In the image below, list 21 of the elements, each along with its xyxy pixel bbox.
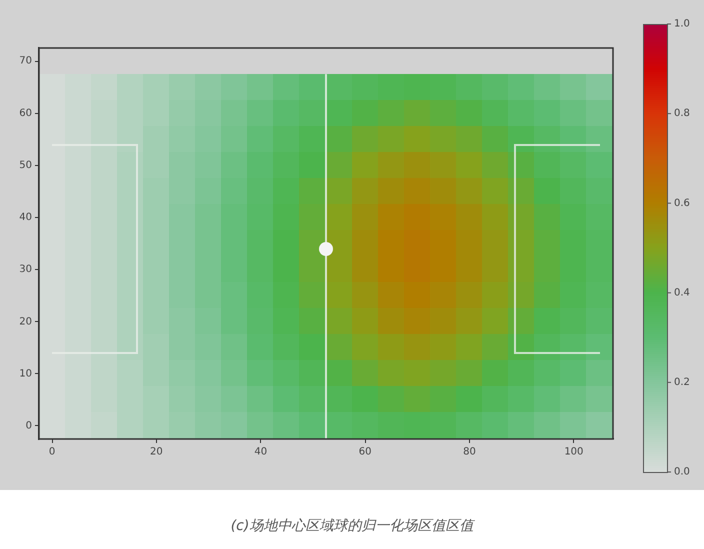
x-tick-label: 100 [564, 446, 584, 458]
x-tick-label: 80 [463, 446, 476, 458]
x-tick-label: 0 [48, 446, 56, 458]
color-bar-label: 0.8 [674, 108, 690, 120]
y-tick-label: 30 [19, 264, 32, 276]
text: (c)场地中心区域球的归一化场区值区值 [230, 517, 476, 536]
x-tick-label: 60 [358, 446, 372, 458]
y-tick-label: 70 [19, 56, 32, 67]
y-tick-label: 20 [19, 316, 32, 328]
y-tick-label: 0 [26, 420, 32, 432]
x-tick-label: 20 [150, 446, 163, 458]
y-tick-label: 40 [19, 212, 32, 224]
color-bar-label: 1.0 [674, 18, 690, 30]
color-bar-label: 0.2 [674, 376, 690, 388]
y-tick-label: 10 [19, 368, 32, 380]
color-bar-label: 0.0 [674, 466, 690, 478]
color-bar-label: 0.6 [674, 198, 690, 209]
y-tick-label: 50 [19, 160, 32, 171]
color-bar-label: 0.4 [674, 287, 690, 298]
y-tick-label: 60 [19, 108, 32, 119]
x-tick-label: 40 [254, 446, 268, 458]
